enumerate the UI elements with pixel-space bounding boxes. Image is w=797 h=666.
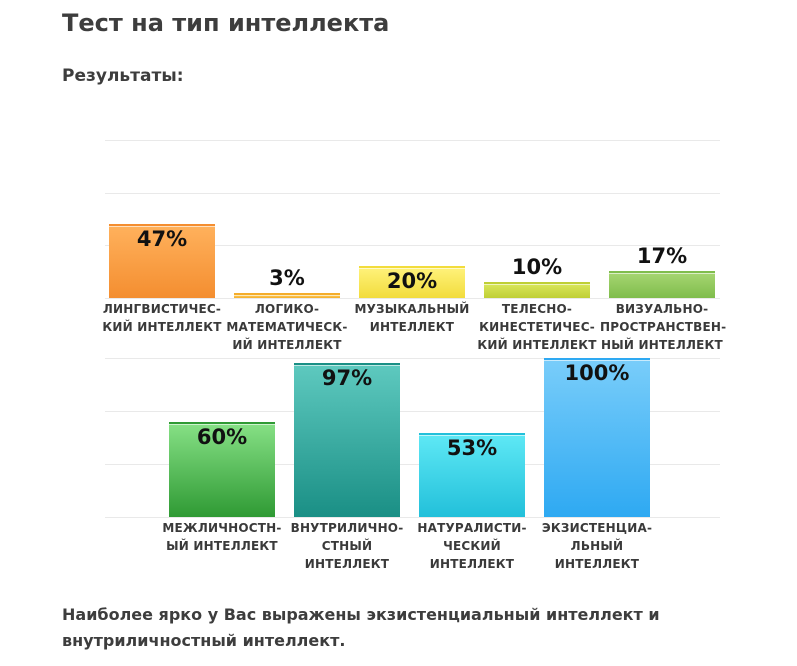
bar-value-label: 60%	[196, 424, 248, 449]
gridline	[105, 298, 720, 299]
bar	[234, 293, 340, 298]
category-label: НАТУРАЛИСТИ- ЧЕСКИЙ ИНТЕЛЛЕКТ	[410, 519, 534, 573]
bar-value-label: 100%	[564, 361, 630, 385]
bar	[109, 223, 215, 298]
bar	[609, 271, 715, 298]
category-label: ВНУТРИЛИЧНО- СТНЫЙ ИНТЕЛЛЕКТ	[285, 519, 409, 573]
gridline	[105, 140, 720, 141]
page-title: Тест на тип интеллекта	[62, 9, 390, 37]
bar	[419, 432, 525, 517]
category-label-line: КИЙ ИНТЕЛЛЕКТ	[477, 338, 597, 352]
bar	[544, 358, 650, 517]
gridline	[105, 193, 720, 194]
category-label-line: ИНТЕЛЛЕКТ	[304, 557, 390, 571]
results-heading: Результаты:	[62, 66, 184, 86]
category-label-line: ЛОГИКО-	[254, 302, 320, 316]
bar	[359, 266, 465, 298]
category-label-line: ИНТЕЛЛЕКТ	[554, 557, 640, 571]
category-label-line: ЧЕСКИЙ	[443, 539, 501, 553]
category-label-line: КИНЕСТЕТИЧЕС-	[479, 320, 595, 334]
category-label-line: ЛЬНЫЙ	[570, 539, 624, 553]
category-label: МУЗЫКАЛЬНЫЙ ИНТЕЛЛЕКТ	[350, 300, 474, 336]
category-label-line: МАТЕМАТИЧЕСК-	[226, 320, 348, 334]
category-label-line: ВНУТРИЛИЧНО-	[290, 521, 404, 535]
gridline	[105, 464, 720, 465]
bar-value-label: 97%	[321, 365, 373, 390]
category-label-line: КИЙ ИНТЕЛЛЕКТ	[102, 320, 222, 334]
category-label: ЭКЗИСТЕНЦИА- ЛЬНЫЙ ИНТЕЛЛЕКТ	[535, 519, 659, 573]
category-label: ВИЗУАЛЬНО- ПРОСТРАНСТВЕН- НЫЙ ИНТЕЛЛЕКТ	[600, 300, 727, 354]
bar	[484, 282, 590, 298]
category-label-line: ВИЗУАЛЬНО-	[615, 302, 709, 316]
category-label-line: ЫЙ ИНТЕЛЛЕКТ	[166, 539, 278, 553]
category-label-line: СТНЫЙ	[321, 539, 373, 553]
bar-value-label: 47%	[136, 226, 188, 251]
category-label: ЛИНГВИСТИЧЕС- КИЙ ИНТЕЛЛЕКТ	[100, 300, 224, 336]
category-label-line: ПРОСТРАНСТВЕН-	[600, 320, 727, 334]
results-summary: Наиболее ярко у Вас выражены экзистенциа…	[62, 605, 660, 650]
gridline	[105, 411, 720, 412]
gridline	[105, 517, 720, 518]
bar	[169, 421, 275, 517]
bar	[294, 362, 400, 517]
gridline	[105, 358, 720, 359]
bar-value-label: 3%	[269, 266, 305, 291]
category-label-line: ИНТЕЛЛЕКТ	[429, 557, 515, 571]
category-label-line: ИЙ ИНТЕЛЛЕКТ	[232, 338, 342, 352]
category-label-line: ЭКЗИСТЕНЦИА-	[541, 521, 653, 535]
category-label-line: МУЗЫКАЛЬНЫЙ	[354, 302, 470, 316]
category-label-line: МЕЖЛИЧНОСТН-	[162, 521, 282, 535]
bar-value-label: 17%	[636, 244, 688, 269]
category-label-line: ТЕЛЕСНО-	[501, 302, 573, 316]
bar-value-label: 20%	[386, 269, 438, 294]
category-label-line: ИНТЕЛЛЕКТ	[369, 320, 455, 334]
category-label-line: НЫЙ ИНТЕЛЛЕКТ	[601, 338, 723, 352]
category-label-line: НАТУРАЛИСТИ-	[417, 521, 527, 535]
category-label: ТЕЛЕСНО- КИНЕСТЕТИЧЕС- КИЙ ИНТЕЛЛЕКТ	[475, 300, 599, 354]
category-label-line: ЛИНГВИСТИЧЕС-	[102, 302, 222, 316]
gridline	[105, 245, 720, 246]
category-label: МЕЖЛИЧНОСТН- ЫЙ ИНТЕЛЛЕКТ	[160, 519, 284, 555]
category-label: ЛОГИКО- МАТЕМАТИЧЕСК- ИЙ ИНТЕЛЛЕКТ	[225, 300, 349, 354]
bar-value-label: 53%	[446, 435, 498, 460]
bar-value-label: 10%	[511, 255, 563, 280]
